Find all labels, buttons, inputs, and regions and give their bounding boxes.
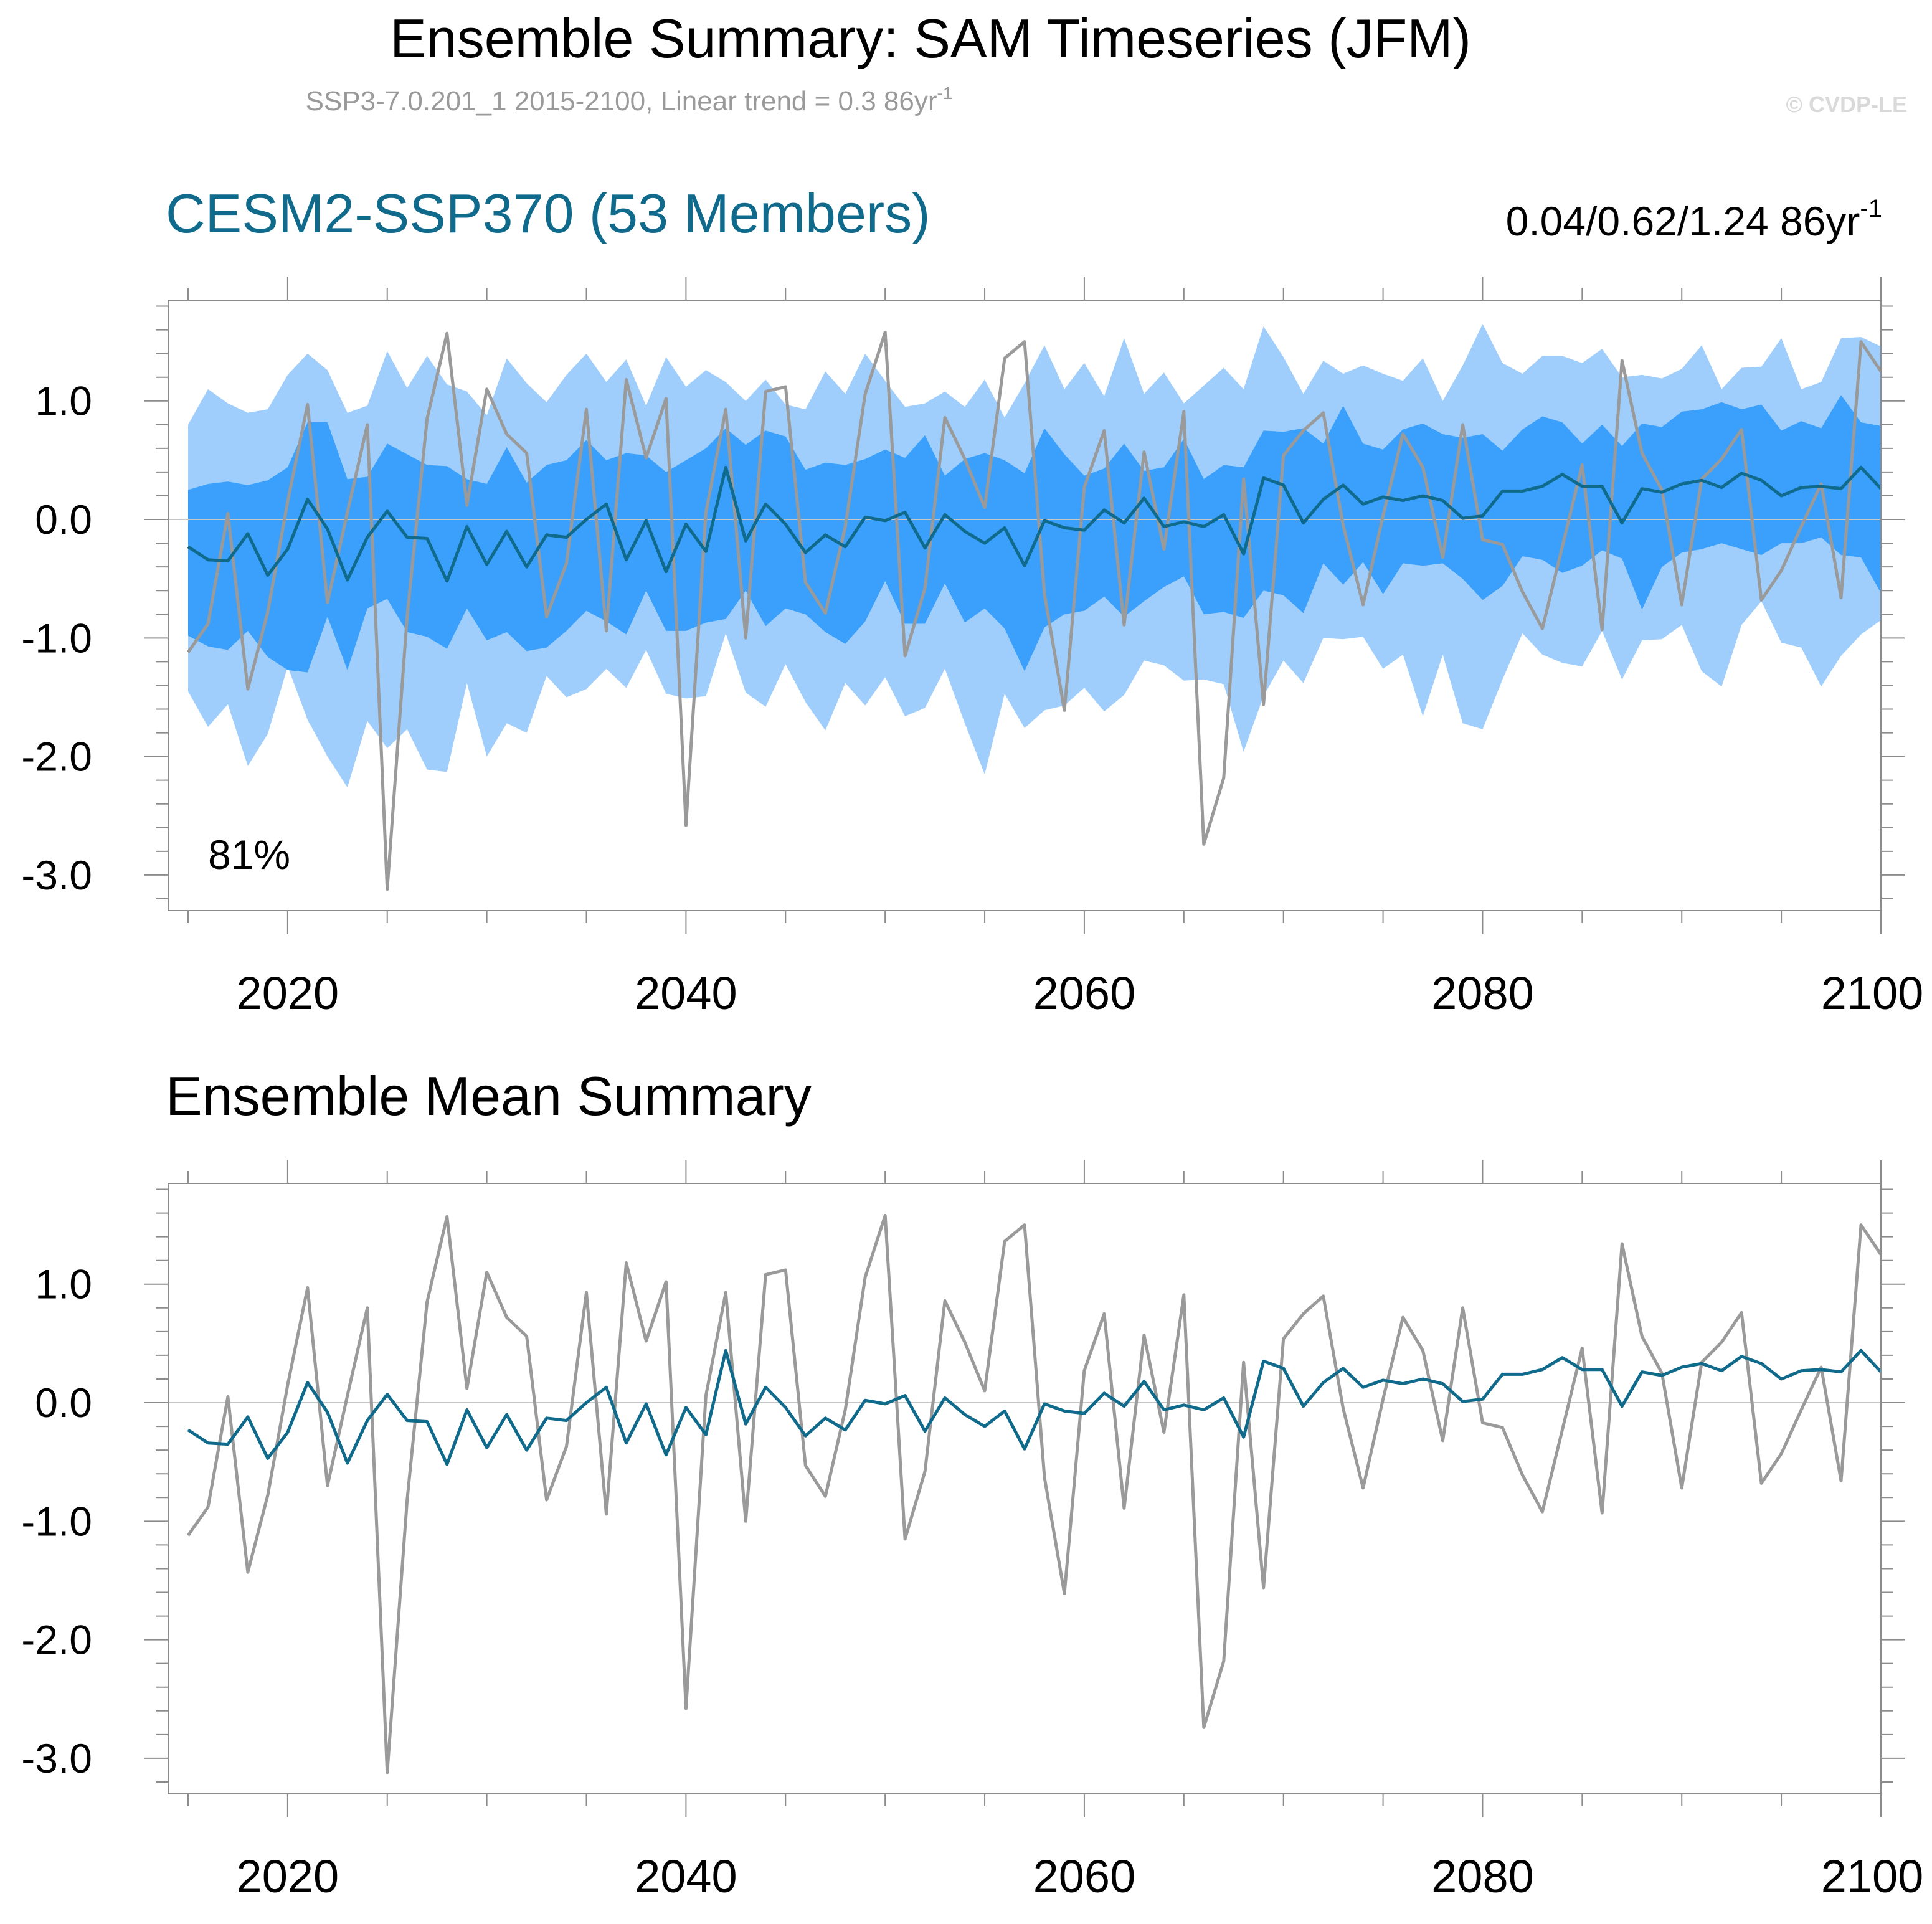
x-tick-label: 2080 bbox=[1431, 1851, 1534, 1902]
y-tick-label: -2.0 bbox=[21, 1617, 92, 1663]
plot-area bbox=[168, 1183, 1881, 1794]
panel-bottom-title: Ensemble Mean Summary bbox=[166, 1065, 812, 1127]
x-tick-label: 2100 bbox=[1821, 1851, 1924, 1902]
plot-frame bbox=[168, 1183, 1882, 1794]
y-tick-label: 0.0 bbox=[35, 496, 92, 543]
y-tick-label: -1.0 bbox=[21, 615, 92, 661]
x-tick-label: 2040 bbox=[635, 1851, 737, 1902]
x-tick-label: 2020 bbox=[237, 1851, 339, 1902]
x-tick-label: 2040 bbox=[635, 967, 737, 1019]
observations-line bbox=[186, 1213, 1883, 1775]
x-tick-label: 2100 bbox=[1821, 967, 1924, 1019]
ensemble-mean-panel: Ensemble Mean Summary 1.0 0.0 -1.0 -2.0 -3.0… bbox=[21, 1065, 1923, 1902]
percent-annotation: 81% bbox=[208, 832, 290, 878]
figure-subtitle: SSP3-7.0.201_1 2015-2100, Linear trend =… bbox=[306, 83, 953, 116]
trend-range-label: 0.04/0.62/1.24 86yr-1 bbox=[1506, 195, 1882, 244]
x-tick-label: 2060 bbox=[1033, 1851, 1136, 1902]
y-tick-label: 1.0 bbox=[35, 378, 92, 424]
y-tick-label: 1.0 bbox=[35, 1261, 92, 1307]
watermark: © CVDP-LE bbox=[1786, 92, 1907, 117]
x-tick-label: 2060 bbox=[1033, 967, 1136, 1019]
plot-frame bbox=[168, 300, 1882, 911]
y-tick-label: -3.0 bbox=[21, 852, 92, 898]
panel-top-title: CESM2-SSP370 (53 Members) bbox=[166, 182, 930, 244]
ensemble-mean-line bbox=[187, 1348, 1882, 1466]
y-tick-label: -1.0 bbox=[21, 1498, 92, 1544]
x-tick-label: 2020 bbox=[237, 967, 339, 1019]
ensemble-mean-line bbox=[187, 465, 1882, 583]
observations-line bbox=[186, 330, 1883, 891]
y-tick-label: -2.0 bbox=[21, 734, 92, 780]
y-tick-label: 0.0 bbox=[35, 1380, 92, 1426]
figure-title: Ensemble Summary: SAM Timeseries (JFM) bbox=[390, 7, 1471, 69]
ensemble-summary-panel: CESM2-SSP370 (53 Members) 0.04/0.62/1.24… bbox=[21, 182, 1923, 1019]
x-tick-label: 2080 bbox=[1431, 967, 1534, 1019]
y-tick-label: -3.0 bbox=[21, 1735, 92, 1781]
